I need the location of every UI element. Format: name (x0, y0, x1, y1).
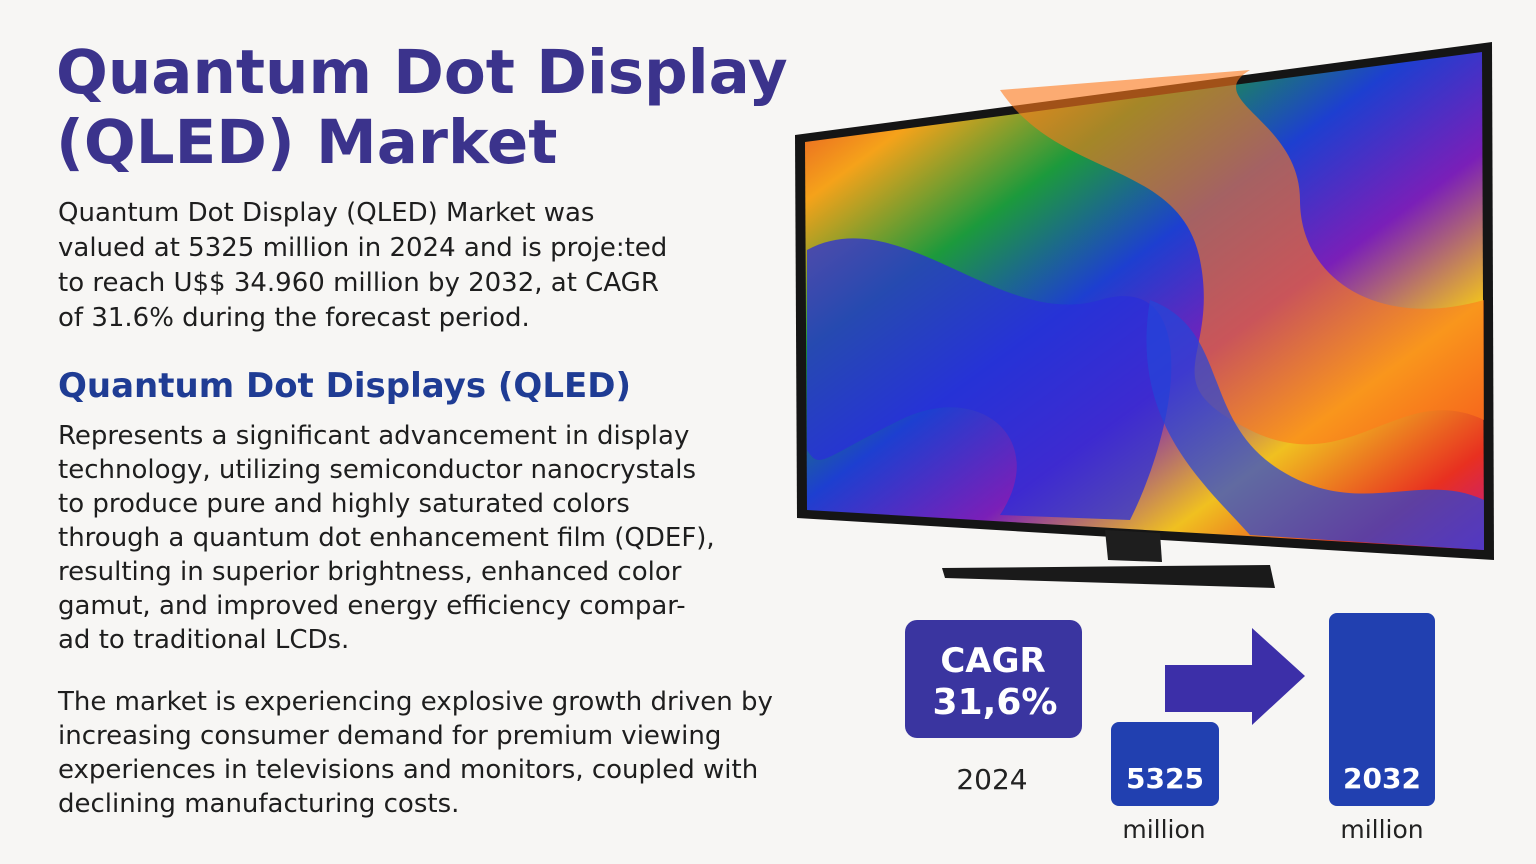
text-line: declining manufacturing costs. (58, 789, 460, 819)
text-line: Quantum Dot Display (QLED) Market was (58, 198, 595, 228)
text-line: increasing consumer demand for premium v… (58, 721, 722, 751)
text-line: through a quantum dot enhancement film (… (58, 523, 715, 553)
text-line: to produce pure and highly saturated col… (58, 489, 630, 519)
text-line: Represents a significant advancement in … (58, 421, 690, 451)
text-line: experiences in televisions and monitors,… (58, 755, 759, 785)
end-value: 2032 (1343, 762, 1421, 795)
start-bar (1111, 722, 1219, 806)
start-unit: million (1122, 815, 1205, 844)
title-line: (QLED) Market (56, 107, 558, 178)
cagr-label: CAGR (940, 641, 1045, 681)
start-value: 5325 (1126, 762, 1204, 795)
text-line: valued at 5325 million in 2024 and is pr… (58, 233, 668, 263)
text-line: gamut, and improved energy efficiency co… (58, 591, 686, 621)
title-line: Quantum Dot Display (56, 37, 788, 108)
text-line: The market is experiencing explosive gro… (58, 687, 773, 717)
section-heading: Quantum Dot Displays (QLED) (58, 366, 631, 406)
screen-swirl (807, 238, 1172, 520)
text-line: of 31.6% during the forecast period. (58, 303, 530, 333)
tv-neck (1105, 530, 1162, 562)
screen-swirl (1146, 300, 1484, 550)
tv (795, 42, 1494, 588)
cagr-box (905, 620, 1082, 738)
text-line: resulting in superior brightness, enhanc… (58, 557, 682, 587)
text-line: technology, utilizing semiconductor nano… (58, 455, 697, 485)
text-line: ad to traditional LCDs. (58, 625, 350, 655)
cagr-value: 31,6% (933, 682, 1058, 723)
screen-swirl (1000, 70, 1484, 445)
end-bar (1329, 613, 1435, 806)
start-year: 2024 (956, 763, 1027, 796)
growth-arrow (1165, 628, 1305, 725)
tv-base (942, 565, 1275, 588)
end-unit: million (1340, 815, 1423, 844)
text-line: to reach U$$ 34.960 million by 2032, at … (58, 268, 659, 298)
